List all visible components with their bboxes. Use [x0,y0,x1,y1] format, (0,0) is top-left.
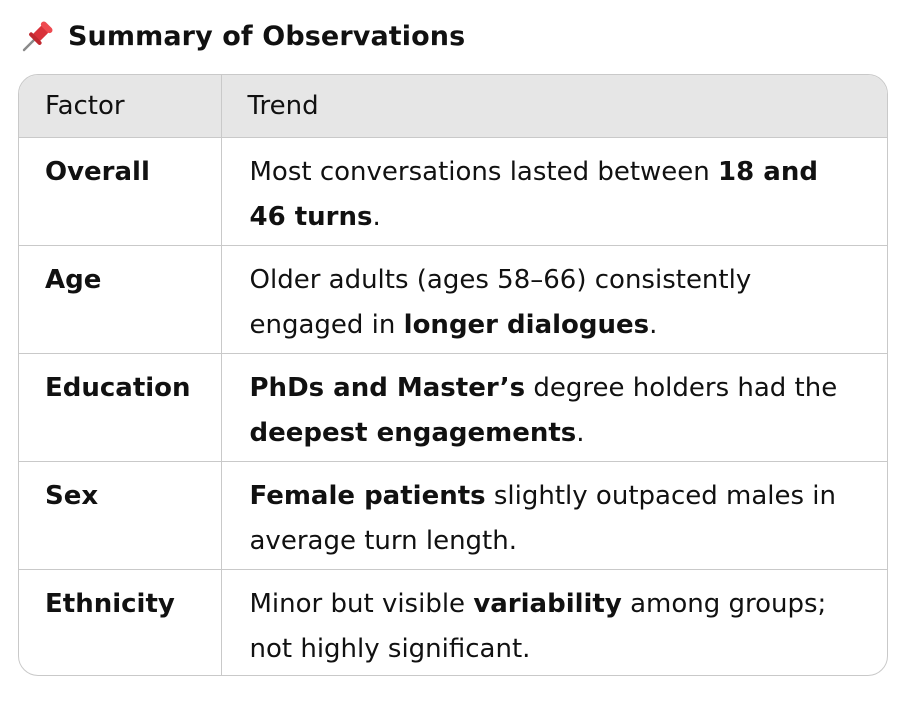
trend-emphasis: deepest engagements [249,417,577,448]
trend-cell: Minor but visible variability among grou… [221,568,887,675]
trend-text: slightly outpaced males in average turn … [249,480,837,556]
table-row: Sex Female patients slightly outpaced mal… [19,460,887,569]
trend-text: Minor but visible [249,588,474,619]
trend-text: . [576,417,585,448]
pushpin-icon [20,18,56,54]
trend-emphasis: PhDs and Master’s [249,372,526,403]
trend-text: degree holders had the [525,372,838,403]
table-row: Ethnicity Minor but visible variability a… [19,568,887,675]
summary-table: Factor Trend Overall Most conversations l… [18,74,888,676]
table-header-row: Factor Trend [19,75,887,138]
factor-cell: Education [19,352,222,461]
trend-cell: PhDs and Master’s degree holders had the… [221,352,887,461]
factor-cell: Overall [19,137,222,245]
trend-text: among groups; not highly significant. [249,588,827,664]
trend-cell: Older adults (ages 58–66) consistently e… [221,244,887,353]
trend-emphasis: variability [473,588,622,619]
trend-emphasis: 18 and 46 turns [249,156,818,232]
table-row: Age Older adults (ages 58–66) consistentl… [19,244,887,353]
trend-text: Most conversations lasted between [249,156,719,187]
factor-cell: Age [19,244,222,353]
trend-cell: Most conversations lasted between 18 and… [221,137,887,245]
factor-cell: Sex [19,460,222,569]
table-row: Overall Most conversations lasted between… [19,137,887,245]
factor-cell: Ethnicity [19,568,222,675]
column-header-trend: Trend [221,75,887,138]
table-row: Education PhDs and Master’s degree holder… [19,352,887,461]
page-title: Summary of Observations [68,20,466,52]
trend-cell: Female patients slightly outpaced males … [221,460,887,569]
trend-emphasis: longer dialogues [403,309,650,340]
column-header-factor: Factor [19,75,222,138]
trend-text: . [649,309,658,340]
trend-emphasis: Female patients [249,480,486,511]
page-heading: Summary of Observations [20,14,465,58]
trend-text: . [372,201,381,232]
trend-text: Older adults (ages 58–66) consistently e… [249,264,752,340]
